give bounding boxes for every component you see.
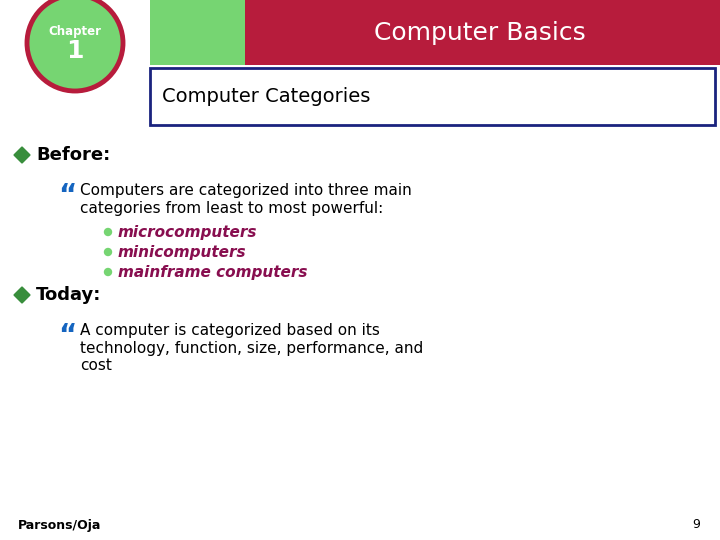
Text: 9: 9 — [692, 518, 700, 531]
Circle shape — [104, 268, 112, 275]
Text: mainframe computers: mainframe computers — [118, 265, 307, 280]
Circle shape — [27, 0, 123, 91]
Text: 1: 1 — [66, 39, 84, 63]
Text: microcomputers: microcomputers — [118, 225, 258, 240]
Circle shape — [104, 228, 112, 235]
Text: Chapter: Chapter — [48, 24, 102, 37]
Polygon shape — [14, 287, 30, 303]
Text: “: “ — [58, 182, 76, 210]
Text: minicomputers: minicomputers — [118, 245, 247, 260]
Bar — [150, 0, 245, 65]
Text: technology, function, size, performance, and: technology, function, size, performance,… — [80, 341, 423, 355]
Text: Computers are categorized into three main: Computers are categorized into three mai… — [80, 183, 412, 198]
Text: Computer Basics: Computer Basics — [374, 21, 586, 45]
Bar — [150, 0, 720, 65]
Text: Parsons/Oja: Parsons/Oja — [18, 518, 102, 531]
Text: “: “ — [58, 322, 76, 350]
Text: categories from least to most powerful:: categories from least to most powerful: — [80, 200, 383, 215]
Polygon shape — [14, 147, 30, 163]
Text: cost: cost — [80, 359, 112, 374]
Text: Today:: Today: — [36, 286, 102, 304]
Circle shape — [104, 248, 112, 255]
Bar — [150, 68, 715, 125]
Text: A computer is categorized based on its: A computer is categorized based on its — [80, 322, 380, 338]
Text: Before:: Before: — [36, 146, 110, 164]
Text: Computer Categories: Computer Categories — [162, 87, 370, 106]
